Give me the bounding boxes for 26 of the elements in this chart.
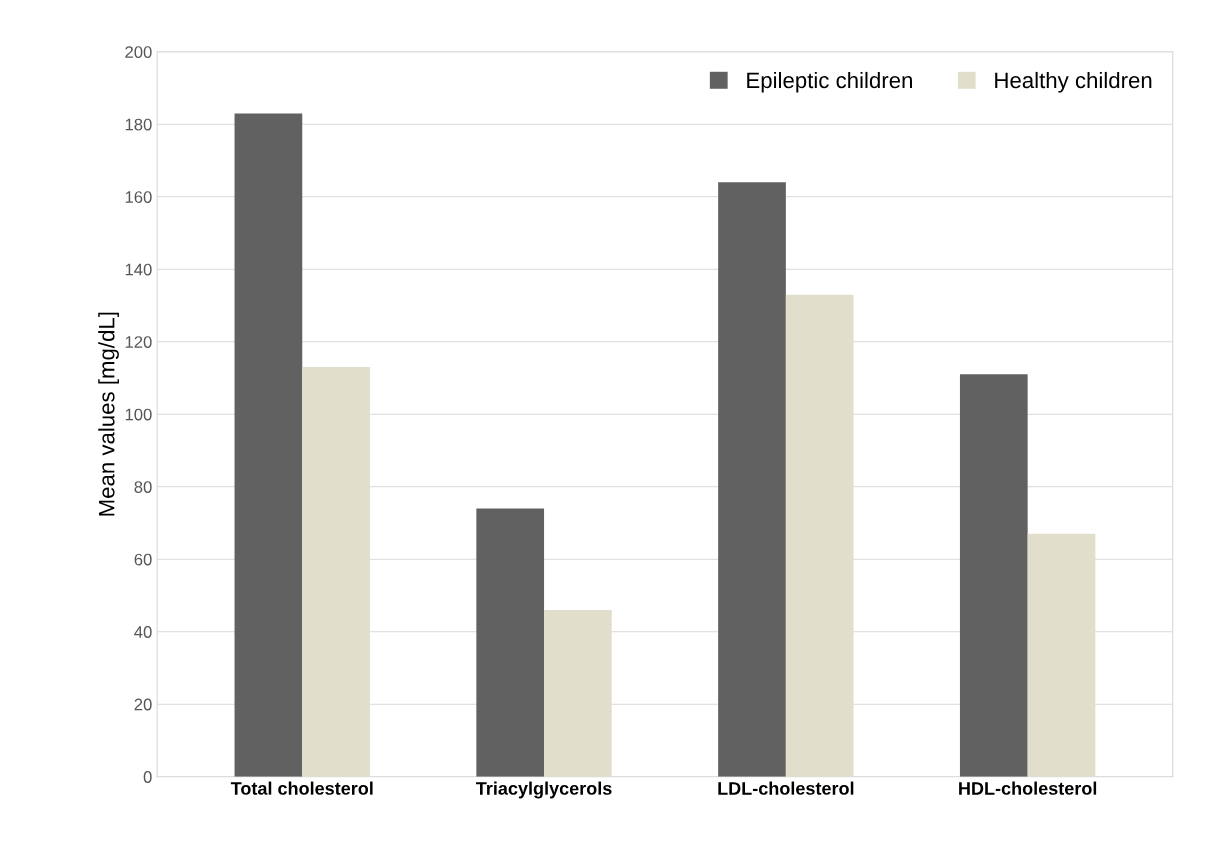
bar [718, 182, 786, 777]
y-tick-label: 60 [134, 553, 152, 566]
x-tick-label: Total cholesterol [230, 781, 373, 795]
y-tick-label: 80 [134, 481, 152, 493]
y-axis-title: Mean values [mg/dL] [98, 312, 119, 516]
y-tick-label: 100 [125, 408, 152, 421]
y-tick-label: 140 [125, 263, 152, 276]
bar [959, 374, 1028, 777]
y-tick-label: 180 [125, 118, 152, 131]
y-tick-label: 0 [143, 771, 152, 783]
bar [785, 294, 854, 777]
y-tick-label: 200 [125, 46, 152, 58]
x-tick-label: LDL-cholesterol [718, 781, 854, 795]
bar [1027, 533, 1096, 777]
legend-label: Healthy children [995, 71, 1152, 93]
y-tick-label: 160 [125, 191, 152, 203]
y-tick-label: 40 [134, 626, 152, 638]
x-tick-label: Triacylglycerols [476, 781, 612, 799]
bar [234, 113, 303, 777]
y-tick-label: 20 [134, 698, 152, 711]
y-tick-label: 120 [125, 336, 152, 348]
x-tick-label: HDL-cholesterol [959, 781, 1097, 795]
legend-label: Epileptic children [747, 71, 912, 93]
bar [302, 367, 370, 777]
bar [544, 609, 612, 777]
bar [476, 508, 545, 777]
